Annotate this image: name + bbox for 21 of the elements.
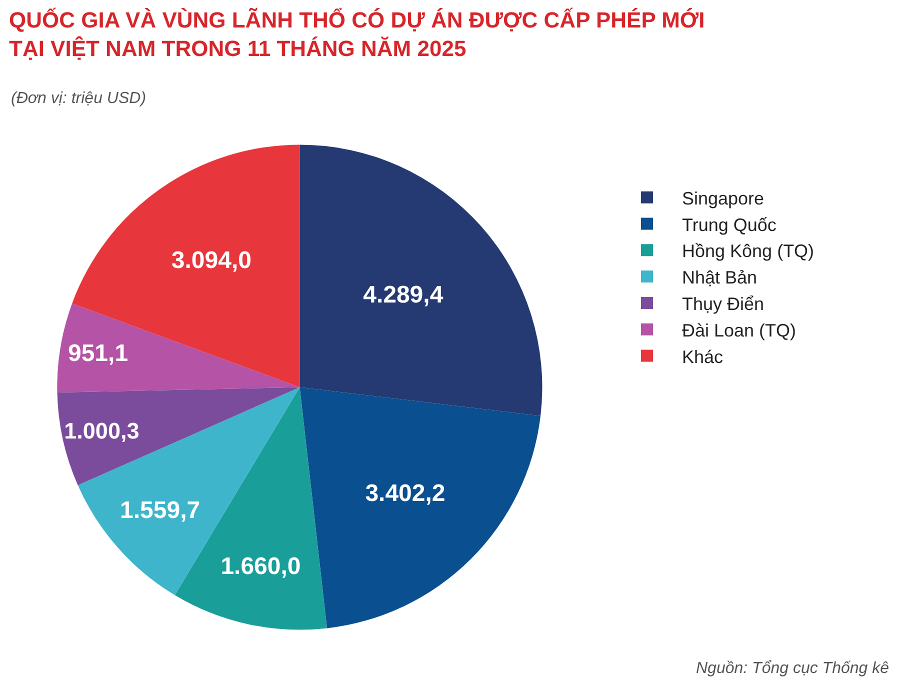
- legend-label: Thụy Điển: [682, 294, 764, 314]
- data-label: 4.289,4: [363, 282, 444, 309]
- legend-label: Nhật Bản: [682, 268, 758, 288]
- data-label: 951,1: [68, 340, 128, 368]
- data-label: 3.402,2: [365, 480, 446, 507]
- data-label: 3.094,0: [171, 247, 252, 274]
- data-label: 1.000,3: [64, 418, 140, 444]
- legend-label: Hồng Kông (TQ): [682, 241, 814, 262]
- chart-subtitle: (Đơn vị: triệu USD): [11, 90, 146, 107]
- legend-label: Singapore: [682, 188, 764, 208]
- data-label: 1.660,0: [220, 553, 301, 580]
- data-label: 1.559,7: [120, 496, 200, 524]
- legend-label: Trung Quốc: [682, 214, 776, 235]
- legend-label: Khác: [682, 346, 724, 367]
- text: Nguồn: Tổng cục Thống kê: [696, 660, 890, 677]
- pie-slice: [300, 144, 542, 416]
- pie-slice: [300, 387, 541, 628]
- pie-slice: [57, 387, 300, 486]
- pie-slice: [57, 303, 300, 393]
- legend-label: Đài Loan (TQ): [682, 320, 796, 340]
- chart-title: QUỐC GIA VÀ VÙNG LÃNH THỔ CÓ DỰ ÁN ĐƯỢC CẤP PHÉP MỚI TẠI VIỆT NAM TRONG 11 THÁNG NĂM 2025: [9, 8, 705, 62]
